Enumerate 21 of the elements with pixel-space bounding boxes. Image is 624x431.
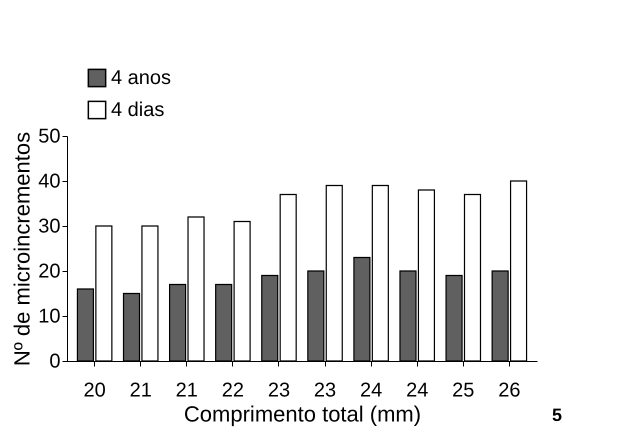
legend-label: 4 dias — [111, 99, 164, 121]
x-tick-label: 23 — [268, 380, 290, 402]
legend-label: 4 anos — [111, 67, 172, 89]
y-tick-label: 40 — [38, 170, 60, 192]
x-tick-label: 22 — [222, 380, 244, 402]
y-tick-label: 50 — [38, 126, 60, 148]
y-tick-label: 0 — [49, 350, 60, 372]
x-tick-label: 24 — [406, 380, 428, 402]
x-axis-title: Comprimento total (mm) — [184, 402, 422, 426]
x-tick-label: 25 — [452, 380, 474, 402]
x-tick-label: 21 — [130, 380, 152, 402]
x-tick-label: 23 — [314, 380, 336, 402]
x-tick-label: 24 — [360, 380, 382, 402]
y-tick-label: 30 — [38, 216, 60, 238]
x-tick-label: 26 — [498, 380, 520, 402]
x-tick-label: 21 — [176, 380, 198, 402]
y-axis-title: Nº de microincrementos — [9, 132, 34, 366]
y-tick-label: 20 — [38, 260, 60, 282]
y-tick-label: 10 — [38, 306, 60, 328]
x-tick-label: 20 — [84, 380, 106, 402]
text: 5 — [552, 405, 562, 425]
